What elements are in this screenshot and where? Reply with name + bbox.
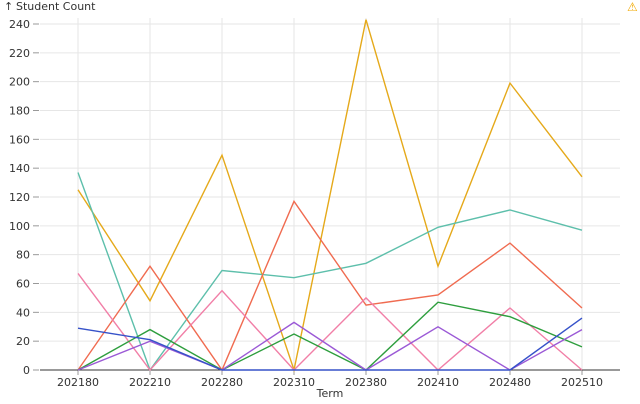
y-tick-label: 120 (9, 191, 30, 204)
x-tick-label: 202410 (417, 376, 459, 389)
series-line-5[interactable] (77, 301, 583, 371)
y-tick-label: 140 (9, 162, 30, 175)
series-line-2[interactable] (77, 172, 583, 372)
x-tick-label: 202510 (561, 376, 603, 389)
y-tick-label: 60 (16, 278, 30, 291)
y-axis-title: Student Count (16, 0, 96, 13)
x-tick-label: 202310 (273, 376, 315, 389)
x-tick-label: 202210 (129, 376, 171, 389)
series-line-4[interactable] (77, 272, 583, 372)
y-tick-label: 80 (16, 249, 30, 262)
y-tick-label: 20 (16, 335, 30, 348)
x-axis-title: Term (316, 387, 344, 400)
series-line-1[interactable] (77, 19, 583, 373)
y-tick-label: 160 (9, 133, 30, 146)
series-layer (77, 19, 583, 373)
sort-arrow-icon[interactable]: ↑ (4, 0, 13, 13)
y-tick-label: 220 (9, 47, 30, 60)
series-line-3[interactable] (77, 199, 583, 372)
y-tick-label: 200 (9, 76, 30, 89)
x-tick-label: 202280 (201, 376, 243, 389)
y-tick-label: 180 (9, 105, 30, 118)
x-tick-label: 202180 (57, 376, 99, 389)
label-layer: ↑ Student Count Term ⚠ (4, 0, 638, 400)
x-tick-label: 202380 (345, 376, 387, 389)
warning-icon[interactable]: ⚠ (627, 0, 638, 14)
x-tick-label: 202480 (489, 376, 531, 389)
y-tick-label: 100 (9, 220, 30, 233)
y-tick-label: 0 (23, 364, 30, 377)
series-line-6[interactable] (77, 321, 583, 371)
y-tick-label: 240 (9, 18, 30, 31)
axis-layer: 0 20 40 60 80 100 120 140 160 180 200 220 240 202180 2… (9, 18, 620, 389)
series-line-7[interactable] (77, 317, 583, 371)
y-tick-label: 40 (16, 306, 30, 319)
